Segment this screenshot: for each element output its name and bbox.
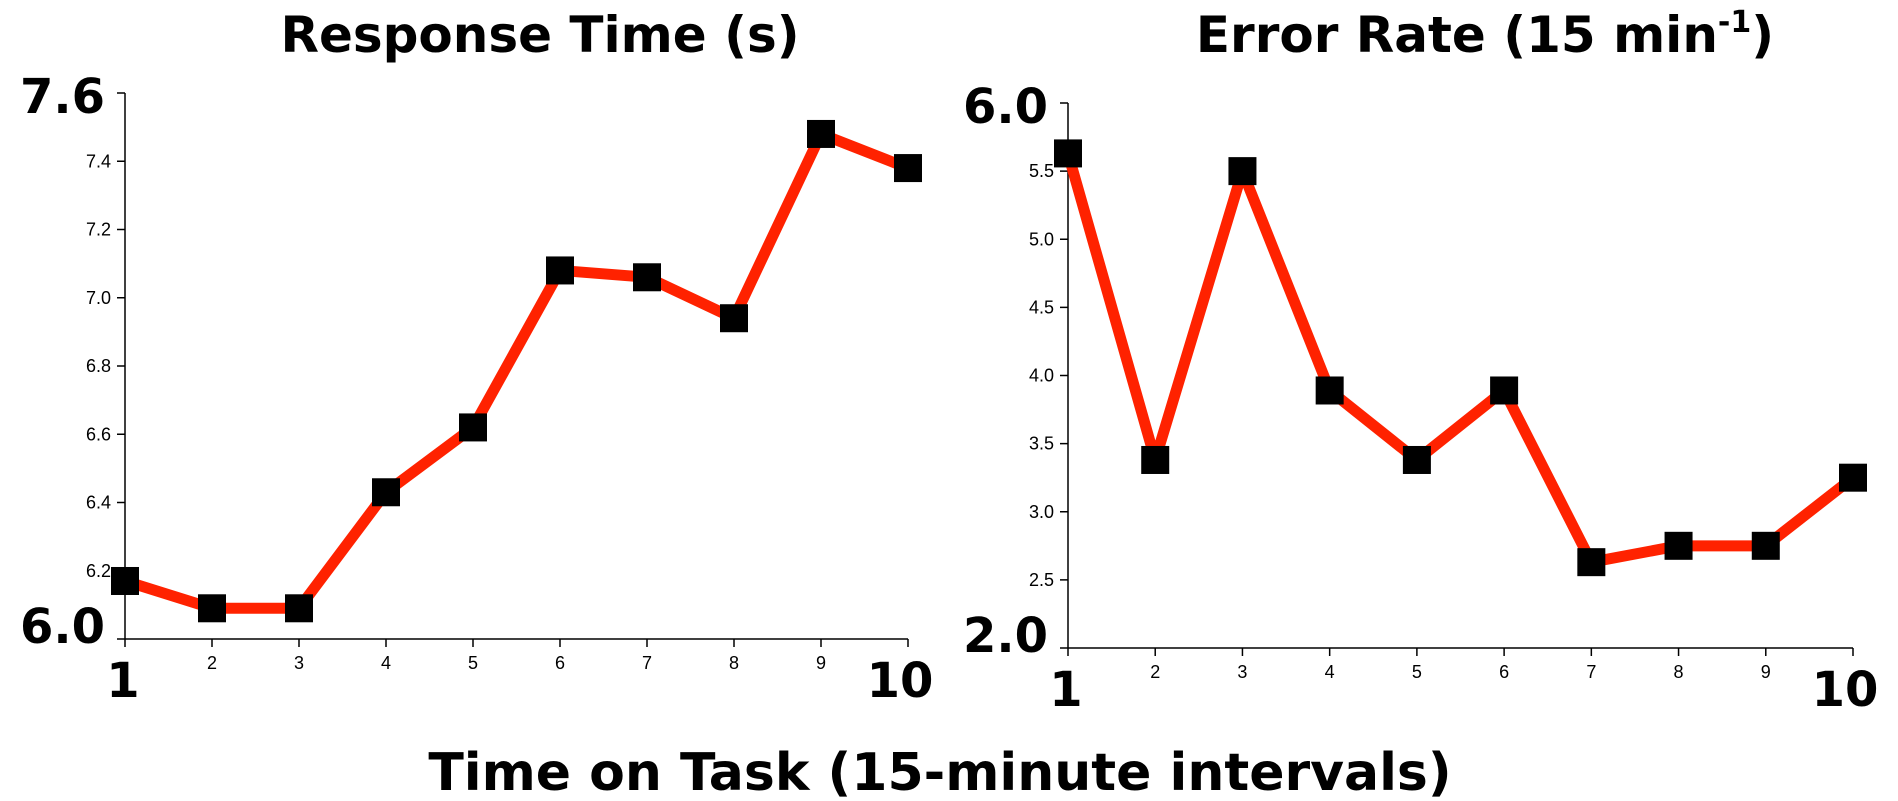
chart-2-y-tick-label: 3.0 xyxy=(1029,502,1054,522)
chart-2-data-point xyxy=(1664,531,1693,560)
chart-2-data-point xyxy=(1054,139,1082,168)
chart-2-data-point xyxy=(1839,463,1867,492)
chart-2-y-tick-label: 5.5 xyxy=(1029,161,1054,181)
chart-2-series-line xyxy=(1062,147,1859,568)
chart-2-x-tick-label: 10 xyxy=(1812,662,1879,718)
chart-1-y-tick-label: 7.2 xyxy=(86,220,111,240)
chart-1-x-tick-label: 10 xyxy=(867,653,934,709)
chart-2-y-tick-label: 6.0 xyxy=(963,79,1048,135)
chart-2-title: Error Rate (15 min-1) xyxy=(1196,5,1774,64)
chart-1-x-tick-label: 3 xyxy=(294,653,304,673)
chart-1-data-point xyxy=(285,594,313,623)
chart-1-data-point xyxy=(459,413,487,442)
chart-2-data-point xyxy=(1315,376,1344,405)
chart-1-y-tick-label: 7.0 xyxy=(86,288,111,308)
chart-1-y-tick-label: 6.4 xyxy=(86,493,111,513)
chart-1-series-line xyxy=(119,128,914,614)
chart-2-data-point xyxy=(1228,157,1257,186)
chart-1-data-point xyxy=(546,256,574,285)
chart-2-x-tick-label: 2 xyxy=(1150,662,1160,682)
chart-1-x-tick-label: 8 xyxy=(729,653,739,673)
chart-2-y-tick-label: 3.5 xyxy=(1029,434,1054,454)
chart-2-data-point xyxy=(1751,531,1780,560)
chart-1-x-tick-label: 9 xyxy=(816,653,826,673)
chart-2-x-tick-label: 8 xyxy=(1674,662,1684,682)
chart-1-title: Response Time (s) xyxy=(280,6,799,64)
chart-1-data-point xyxy=(633,263,661,292)
chart-2-x-tick-label: 9 xyxy=(1761,662,1771,682)
chart-2-x-tick-label: 7 xyxy=(1586,662,1596,682)
chart-1-y-tick-label: 6.2 xyxy=(86,561,111,581)
chart-1-data-point xyxy=(111,566,139,595)
chart-1-x-tick-label: 2 xyxy=(207,653,217,673)
chart-1-x-tick-label: 5 xyxy=(468,653,478,673)
chart-1-y-tick-label: 6.8 xyxy=(86,356,111,376)
chart-1-data-point xyxy=(198,594,226,623)
chart-1-y-tick-label: 7.4 xyxy=(86,151,111,171)
chart-2-y-tick-label: 4.0 xyxy=(1029,366,1054,386)
chart-1-y-tick-label: 6.0 xyxy=(20,599,105,655)
chart-1-y-tick-label: 7.6 xyxy=(20,69,105,125)
chart-2-x-tick-label: 5 xyxy=(1412,662,1422,682)
chart-2-y-tick-label: 5.0 xyxy=(1029,229,1054,249)
chart-2-data-point xyxy=(1141,445,1170,474)
chart-2-x-tick-label: 3 xyxy=(1237,662,1247,682)
chart-1-x-tick-label: 4 xyxy=(381,653,391,673)
chart-2-x-tick-label: 6 xyxy=(1499,662,1509,682)
chart-1-x-tick-label: 1 xyxy=(106,653,139,709)
chart-1-data-point xyxy=(720,304,748,333)
chart-2-y-tick-label: 4.5 xyxy=(1029,297,1054,317)
x-axis-label: Time on Task (15-minute intervals) xyxy=(428,743,1451,801)
chart-2-x-tick-label: 1 xyxy=(1049,662,1082,718)
chart-1-data-point xyxy=(807,119,835,148)
chart-2-y-tick-label: 2.5 xyxy=(1029,570,1054,590)
chart-2-y-tick-label: 2.0 xyxy=(963,608,1048,664)
chart-2-x-tick-label: 4 xyxy=(1325,662,1335,682)
chart-1-data-point xyxy=(894,154,922,183)
chart-2-data-point xyxy=(1490,376,1519,405)
chart-1-y-tick-label: 6.6 xyxy=(86,424,111,444)
chart-2-data-point xyxy=(1402,445,1431,474)
chart-1-data-point xyxy=(372,478,400,507)
chart-1-x-tick-label: 7 xyxy=(642,653,652,673)
chart-2-data-point xyxy=(1577,548,1606,577)
chart-1-x-tick-label: 6 xyxy=(555,653,565,673)
